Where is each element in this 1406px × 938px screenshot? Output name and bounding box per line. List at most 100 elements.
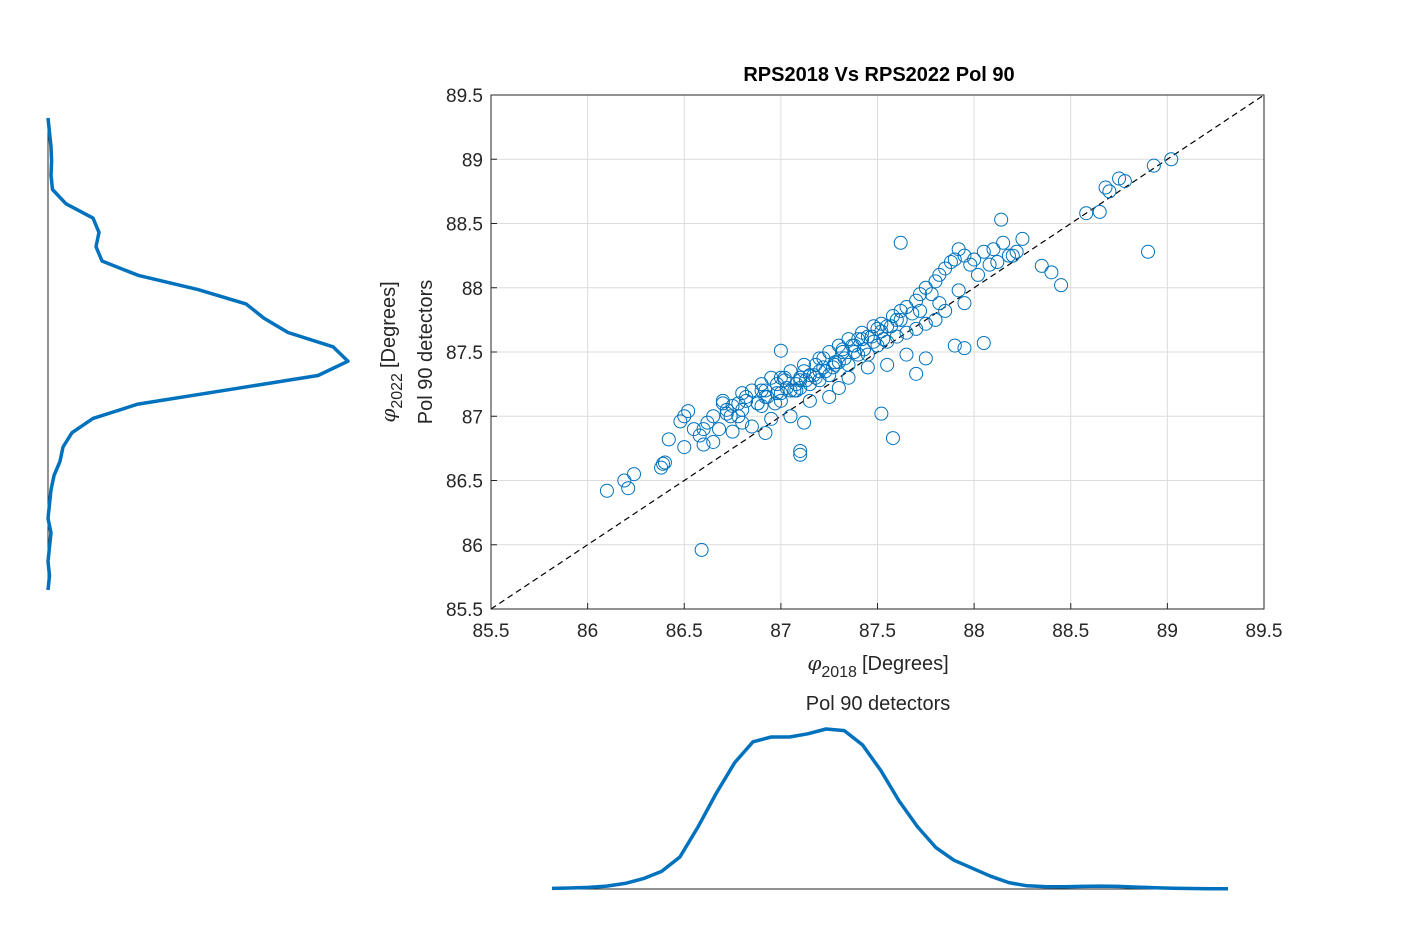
- scatter-point: [621, 481, 636, 496]
- scatter-point: [845, 338, 860, 353]
- scatter-point: [696, 422, 711, 437]
- x-tick-label: 89.5: [1246, 621, 1283, 642]
- y-tick-label: 89.5: [446, 86, 483, 107]
- scatter-point: [951, 283, 966, 298]
- scatter-point: [677, 440, 692, 455]
- scatter-point: [750, 396, 765, 411]
- scatter-point: [599, 483, 614, 498]
- scatter-point: [860, 360, 875, 375]
- scatter-point: [924, 287, 939, 302]
- scatter-point: [893, 312, 908, 327]
- scatter-point: [957, 296, 972, 311]
- scatter-point: [1044, 265, 1059, 280]
- y-axis-symbol: φ: [376, 409, 400, 423]
- scatter-point: [847, 345, 862, 359]
- x-tick-label: 89: [1157, 621, 1178, 642]
- scatter-point: [777, 373, 792, 388]
- bottom-density-curve: [551, 727, 1228, 891]
- scatter-point: [970, 267, 985, 282]
- scatter-point: [797, 415, 812, 430]
- scatter-point: [764, 411, 779, 426]
- x-axis-symbol: φ: [807, 651, 821, 675]
- scatter-point: [797, 364, 812, 379]
- scatter-point: [731, 409, 746, 424]
- scatter-point: [773, 393, 788, 408]
- y-axis-label-line2: Pol 90 detectors: [415, 280, 437, 425]
- scatter-point: [880, 357, 895, 372]
- y-tick-label: 86.5: [446, 472, 483, 493]
- scatter-point: [874, 406, 889, 421]
- y-tick-label: 85.5: [446, 600, 483, 621]
- x-tick-label: 88: [964, 621, 985, 642]
- scatter-point: [1079, 206, 1094, 221]
- scatter-point: [876, 332, 891, 347]
- scatter-point: [787, 383, 802, 398]
- scatter-point: [779, 380, 794, 395]
- scatter-point: [932, 296, 947, 311]
- scatter-point: [918, 316, 933, 331]
- scatter-point: [860, 347, 875, 362]
- scatter-point: [1005, 248, 1020, 263]
- scatter-point: [617, 473, 632, 488]
- scatter-point: [673, 414, 688, 429]
- scatter-point: [885, 309, 900, 324]
- scatter-point: [976, 336, 991, 351]
- scatter-point: [835, 342, 850, 357]
- scatter-point: [793, 447, 808, 462]
- scatter-point: [739, 393, 754, 408]
- scatter-point: [783, 409, 798, 424]
- scatter-point: [841, 370, 856, 385]
- scatter-point: [885, 431, 900, 446]
- scatter-point: [967, 252, 982, 267]
- scatter-point: [928, 312, 943, 327]
- scatter-point: [994, 212, 1009, 227]
- scatter-point: [754, 398, 769, 413]
- scatter-point: [909, 366, 924, 381]
- scatter-point: [938, 303, 953, 318]
- svg-text:φ2022[Degrees]: φ2022 [Degrees]: [376, 281, 406, 422]
- scatter-point: [826, 360, 841, 375]
- scatter-point: [696, 437, 711, 452]
- scatter-point: [827, 357, 842, 372]
- scatter-point: [1164, 152, 1179, 167]
- x-axis-subscript: 2018: [821, 664, 857, 681]
- scatter-point: [655, 456, 670, 471]
- scatter-point: [1034, 258, 1049, 273]
- scatter-point: [758, 383, 773, 398]
- scatter-point: [1102, 184, 1117, 199]
- scatter-point: [899, 347, 914, 362]
- scatter-point: [918, 351, 933, 366]
- scatter-point: [654, 460, 669, 475]
- left-density-panel: [46, 117, 350, 591]
- scatter-point: [768, 396, 783, 411]
- scatter-point: [657, 455, 672, 470]
- y-tick-labels: 85.5 86 86.5 87 87.5 88 88.5 89 89.5: [446, 86, 497, 621]
- scatter-point: [802, 393, 817, 408]
- scatter-point: [808, 370, 823, 385]
- scatter-point: [943, 255, 958, 270]
- scatter-point: [706, 434, 721, 449]
- scatter-point: [866, 319, 881, 334]
- x-tick-label: 86: [577, 621, 598, 642]
- scatter-point: [986, 242, 1001, 257]
- scatter-point: [837, 351, 852, 366]
- scatter-point: [963, 257, 978, 272]
- scatter-point: [1001, 248, 1016, 263]
- x-tick-label: 87: [770, 621, 791, 642]
- scatter-point: [957, 341, 972, 356]
- y-tick-label: 88: [462, 279, 483, 300]
- scatter-points: [599, 152, 1179, 557]
- scatter-point: [1009, 244, 1024, 259]
- scatter-point: [806, 368, 821, 383]
- x-axis-label: φ2018 [Degrees]: [807, 651, 948, 681]
- scatter-point: [723, 409, 738, 424]
- scatter-point: [818, 364, 833, 379]
- scatter-point: [913, 303, 928, 318]
- scatter-point: [798, 373, 813, 388]
- y-axis-subscript: 2022: [389, 373, 406, 409]
- scatter-point: [990, 255, 1005, 270]
- y-tick-label: 89: [462, 150, 483, 171]
- scatter-point: [816, 360, 831, 375]
- scatter-point: [773, 343, 788, 358]
